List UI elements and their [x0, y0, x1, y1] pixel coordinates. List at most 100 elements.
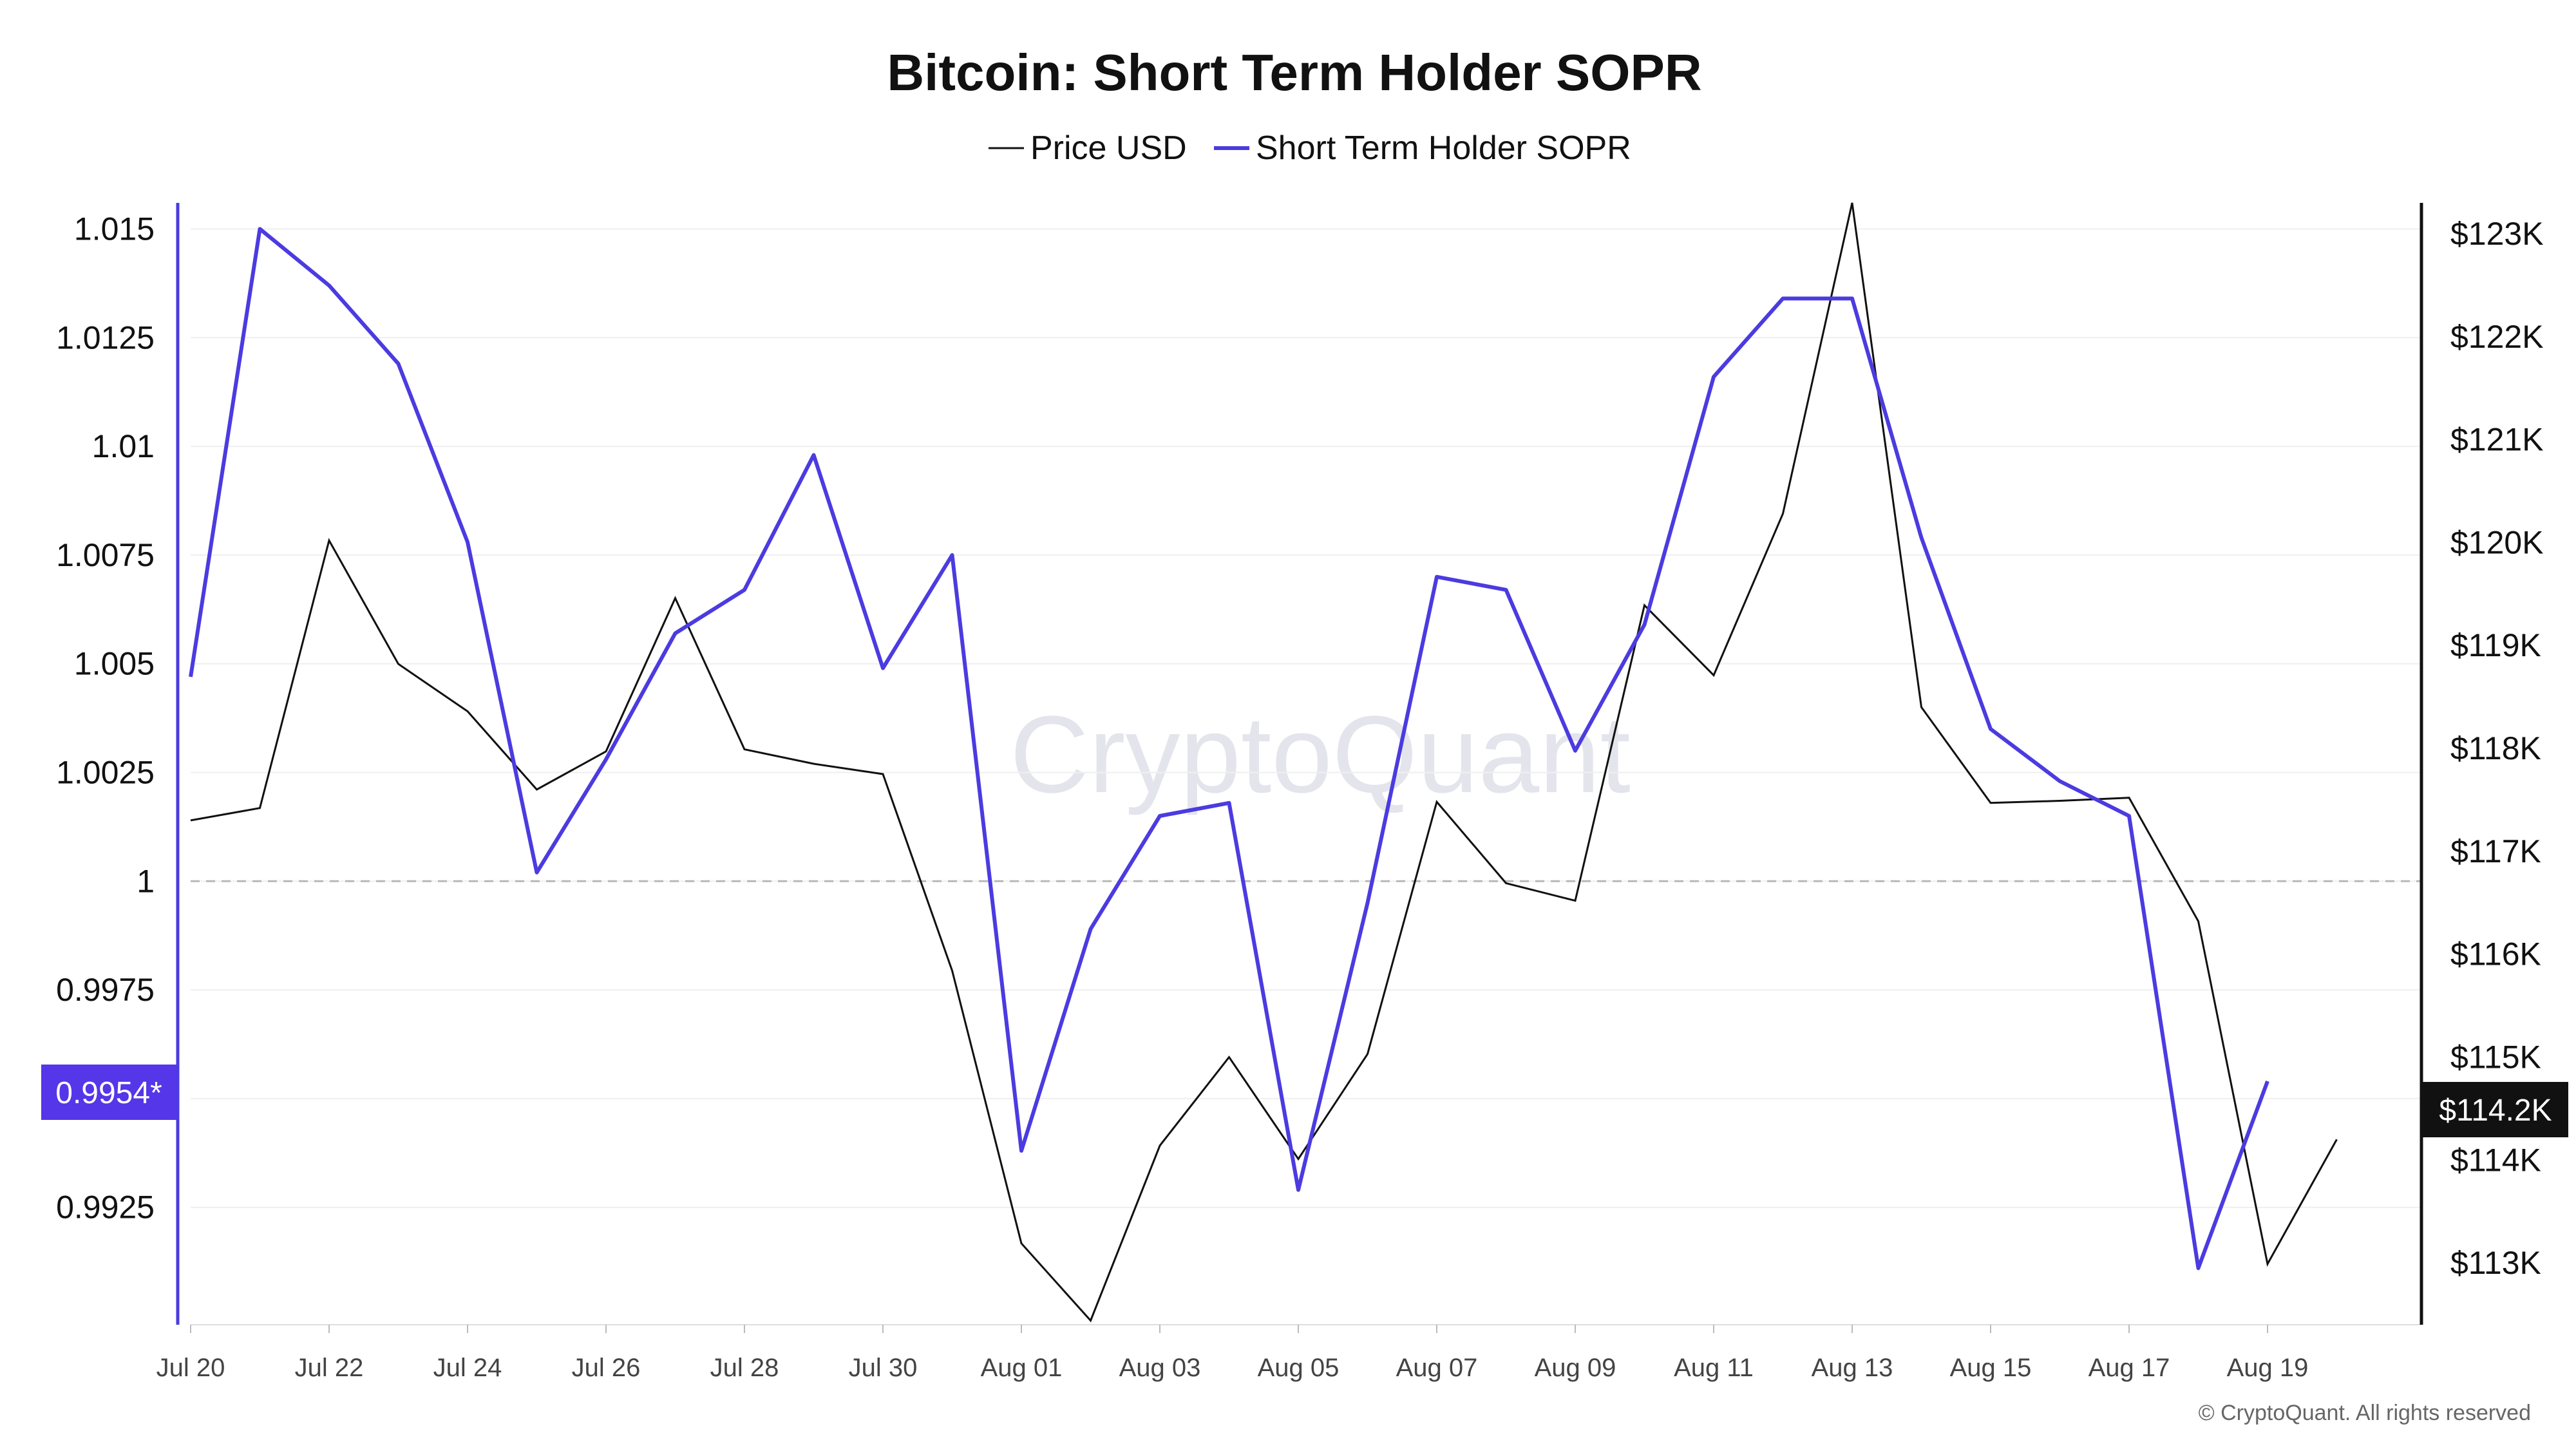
sopr-point	[1920, 536, 1923, 539]
sopr-point	[1159, 815, 1161, 817]
legend-price-label: Price USD	[1030, 129, 1187, 167]
price-point	[813, 762, 815, 765]
right-tick-label: $116K	[2450, 936, 2541, 972]
price-point	[1159, 1144, 1161, 1147]
price-point	[1989, 802, 1992, 804]
right-tick-label: $120K	[2450, 524, 2544, 560]
right-tick-label: $113K	[2450, 1245, 2541, 1281]
sopr-point	[743, 589, 746, 591]
right-tick-label: $122K	[2450, 319, 2544, 355]
left-tick-label: 1.0075	[56, 537, 155, 573]
x-tick-label: Aug 05	[1258, 1354, 1340, 1382]
x-tick-label: Aug 13	[1812, 1354, 1893, 1382]
left-tick-label: 1.0125	[56, 319, 155, 355]
left-axis-ticks: 1.015 1.0125 1.01 1.0075 1.005 1.0025 1 0.9975 0…	[56, 211, 155, 1226]
x-tick-label: Jul 30	[849, 1354, 918, 1382]
price-point	[1505, 882, 1508, 884]
sopr-point	[1435, 576, 1438, 578]
price-point	[397, 663, 400, 665]
sopr-point	[466, 541, 469, 544]
price-badge-background	[2423, 1082, 2568, 1137]
x-tick-label: Jul 22	[295, 1354, 364, 1382]
sopr-point	[189, 676, 192, 678]
price-point	[1712, 674, 1715, 677]
sopr-point	[674, 632, 677, 634]
sopr-point	[397, 363, 400, 365]
price-point	[1435, 800, 1438, 803]
x-tick-label: Aug 15	[1950, 1354, 2032, 1382]
legend-item-price[interactable]: Price USD	[989, 129, 1187, 167]
legend: Price USD Short Term Holder SOPR	[989, 129, 1631, 167]
x-tick-label: Aug 09	[1535, 1354, 1616, 1382]
x-tick-label: Aug 03	[1119, 1354, 1201, 1382]
sopr-point	[259, 228, 261, 231]
price-point	[2336, 1138, 2338, 1141]
x-tick-label: Aug 01	[981, 1354, 1063, 1382]
price-point	[536, 788, 538, 791]
x-tick-label: Jul 26	[572, 1354, 641, 1382]
price-point	[1228, 1056, 1231, 1058]
price-point	[1090, 1320, 1092, 1322]
legend-sopr-label: Short Term Holder SOPR	[1256, 129, 1631, 167]
sopr-point	[813, 454, 815, 457]
sopr-badge-label: 0.9954*	[55, 1076, 162, 1110]
sopr-badge-background	[41, 1065, 176, 1120]
sopr-point	[2128, 815, 2130, 817]
sopr-point	[2059, 780, 2061, 782]
price-point	[1367, 1053, 1369, 1056]
x-tick-label: Jul 20	[156, 1354, 225, 1382]
left-tick-label: 1.015	[74, 211, 155, 247]
sopr-point	[1643, 623, 1646, 626]
left-tick-label: 1	[137, 863, 155, 899]
x-tick-label: Aug 17	[2088, 1354, 2170, 1382]
price-point	[2059, 800, 2061, 802]
price-point	[259, 807, 261, 810]
right-tick-label: $121K	[2450, 422, 2544, 458]
sopr-point	[1782, 298, 1785, 300]
price-point	[189, 819, 192, 822]
sopr-point	[1020, 1150, 1023, 1152]
right-axis-ticks: $123K $122K $121K $120K $119K $118K $117K $116K…	[2450, 216, 2544, 1281]
right-tick-label: $114K	[2450, 1142, 2541, 1178]
x-tick-label: Aug 19	[2227, 1354, 2309, 1382]
price-point	[605, 750, 607, 753]
left-tick-label: 1.01	[92, 428, 155, 464]
price-point	[882, 773, 884, 775]
price-point	[743, 748, 746, 751]
price-badge-label: $114.2K	[2439, 1094, 2552, 1128]
right-tick-label: $118K	[2450, 730, 2541, 766]
sopr-point	[1090, 928, 1092, 931]
right-tick-label: $115K	[2450, 1039, 2541, 1075]
left-tick-label: 0.9925	[56, 1189, 155, 1226]
price-point	[328, 539, 330, 542]
copyright-notice: © CryptoQuant. All rights reserved	[2199, 1401, 2531, 1425]
sopr-point	[1989, 728, 1992, 730]
price-point	[466, 710, 469, 712]
sopr-point	[536, 871, 538, 874]
x-tick-label: Jul 28	[710, 1354, 779, 1382]
price-point	[1782, 513, 1785, 515]
left-tick-label: 0.9975	[56, 972, 155, 1008]
price-point	[1920, 706, 1923, 708]
sopr-point	[1228, 802, 1231, 804]
price-point	[1574, 900, 1577, 902]
sopr-point	[1574, 750, 1577, 752]
watermark: CryptoQuant	[1010, 694, 1631, 816]
price-point	[2266, 1263, 2269, 1265]
x-tick-label: Jul 24	[433, 1354, 502, 1382]
price-point	[951, 969, 954, 972]
sopr-point	[2197, 1267, 2200, 1269]
series-line-price	[190, 202, 2338, 1323]
right-tick-label: $117K	[2450, 833, 2541, 869]
sopr-point	[882, 667, 884, 669]
sopr-point	[1297, 1189, 1300, 1191]
sopr-point	[1367, 902, 1369, 904]
x-tick-label: Aug 07	[1396, 1354, 1478, 1382]
sopr-point	[605, 758, 607, 761]
left-tick-label: 1.005	[74, 646, 155, 682]
legend-item-sopr[interactable]: Short Term Holder SOPR	[1214, 129, 1631, 167]
chart-title: Bitcoin: Short Term Holder SOPR	[887, 44, 1701, 101]
sopr-point	[1712, 375, 1715, 378]
right-tick-label: $119K	[2450, 627, 2541, 663]
